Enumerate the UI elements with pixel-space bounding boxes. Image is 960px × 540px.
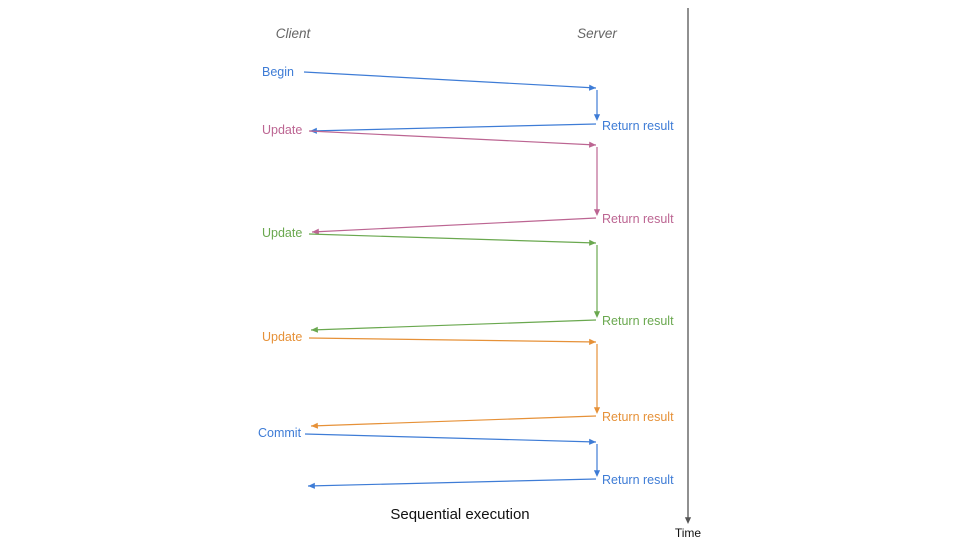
reply-line (311, 217, 597, 233)
reply-arrowhead (311, 422, 318, 429)
server-processing-arrowhead (593, 470, 601, 477)
diagram-title: Sequential execution (390, 506, 529, 523)
reply-line (310, 319, 597, 331)
request-arrowhead (589, 141, 596, 148)
reply-result-label: Return result (602, 212, 674, 226)
message-command-label: Begin (262, 65, 294, 79)
message-command-label: Update (262, 123, 302, 137)
reply-result-label: Return result (602, 410, 674, 424)
server-processing-arrowhead (593, 114, 601, 121)
server-processing-arrowhead (593, 311, 601, 318)
reply-result-label: Return result (602, 473, 674, 487)
actor-header-server: Server (577, 26, 617, 41)
time-axis-label: Time (675, 526, 702, 540)
server-processing-arrowhead (593, 407, 601, 414)
reply-result-label: Return result (602, 314, 674, 328)
request-arrowhead (589, 438, 596, 445)
request-line (308, 130, 597, 146)
reply-arrowhead (312, 228, 319, 235)
message-command-label: Commit (258, 426, 302, 440)
reply-arrowhead (311, 326, 318, 333)
request-arrowhead (589, 239, 596, 246)
message-command-label: Update (262, 330, 302, 344)
server-processing-arrowhead (593, 209, 601, 216)
reply-line (309, 123, 597, 132)
request-arrowhead (589, 84, 596, 91)
request-line (303, 71, 597, 89)
actor-header-client: Client (276, 26, 312, 41)
request-arrowhead (589, 338, 596, 345)
message-command-label: Update (262, 226, 302, 240)
request-line (308, 233, 597, 244)
reply-line (307, 478, 597, 487)
reply-result-label: Return result (602, 119, 674, 133)
request-line (308, 337, 597, 343)
reply-arrowhead (308, 482, 315, 489)
time-axis-arrowhead (684, 517, 692, 524)
request-line (304, 433, 597, 443)
reply-line (310, 415, 597, 427)
